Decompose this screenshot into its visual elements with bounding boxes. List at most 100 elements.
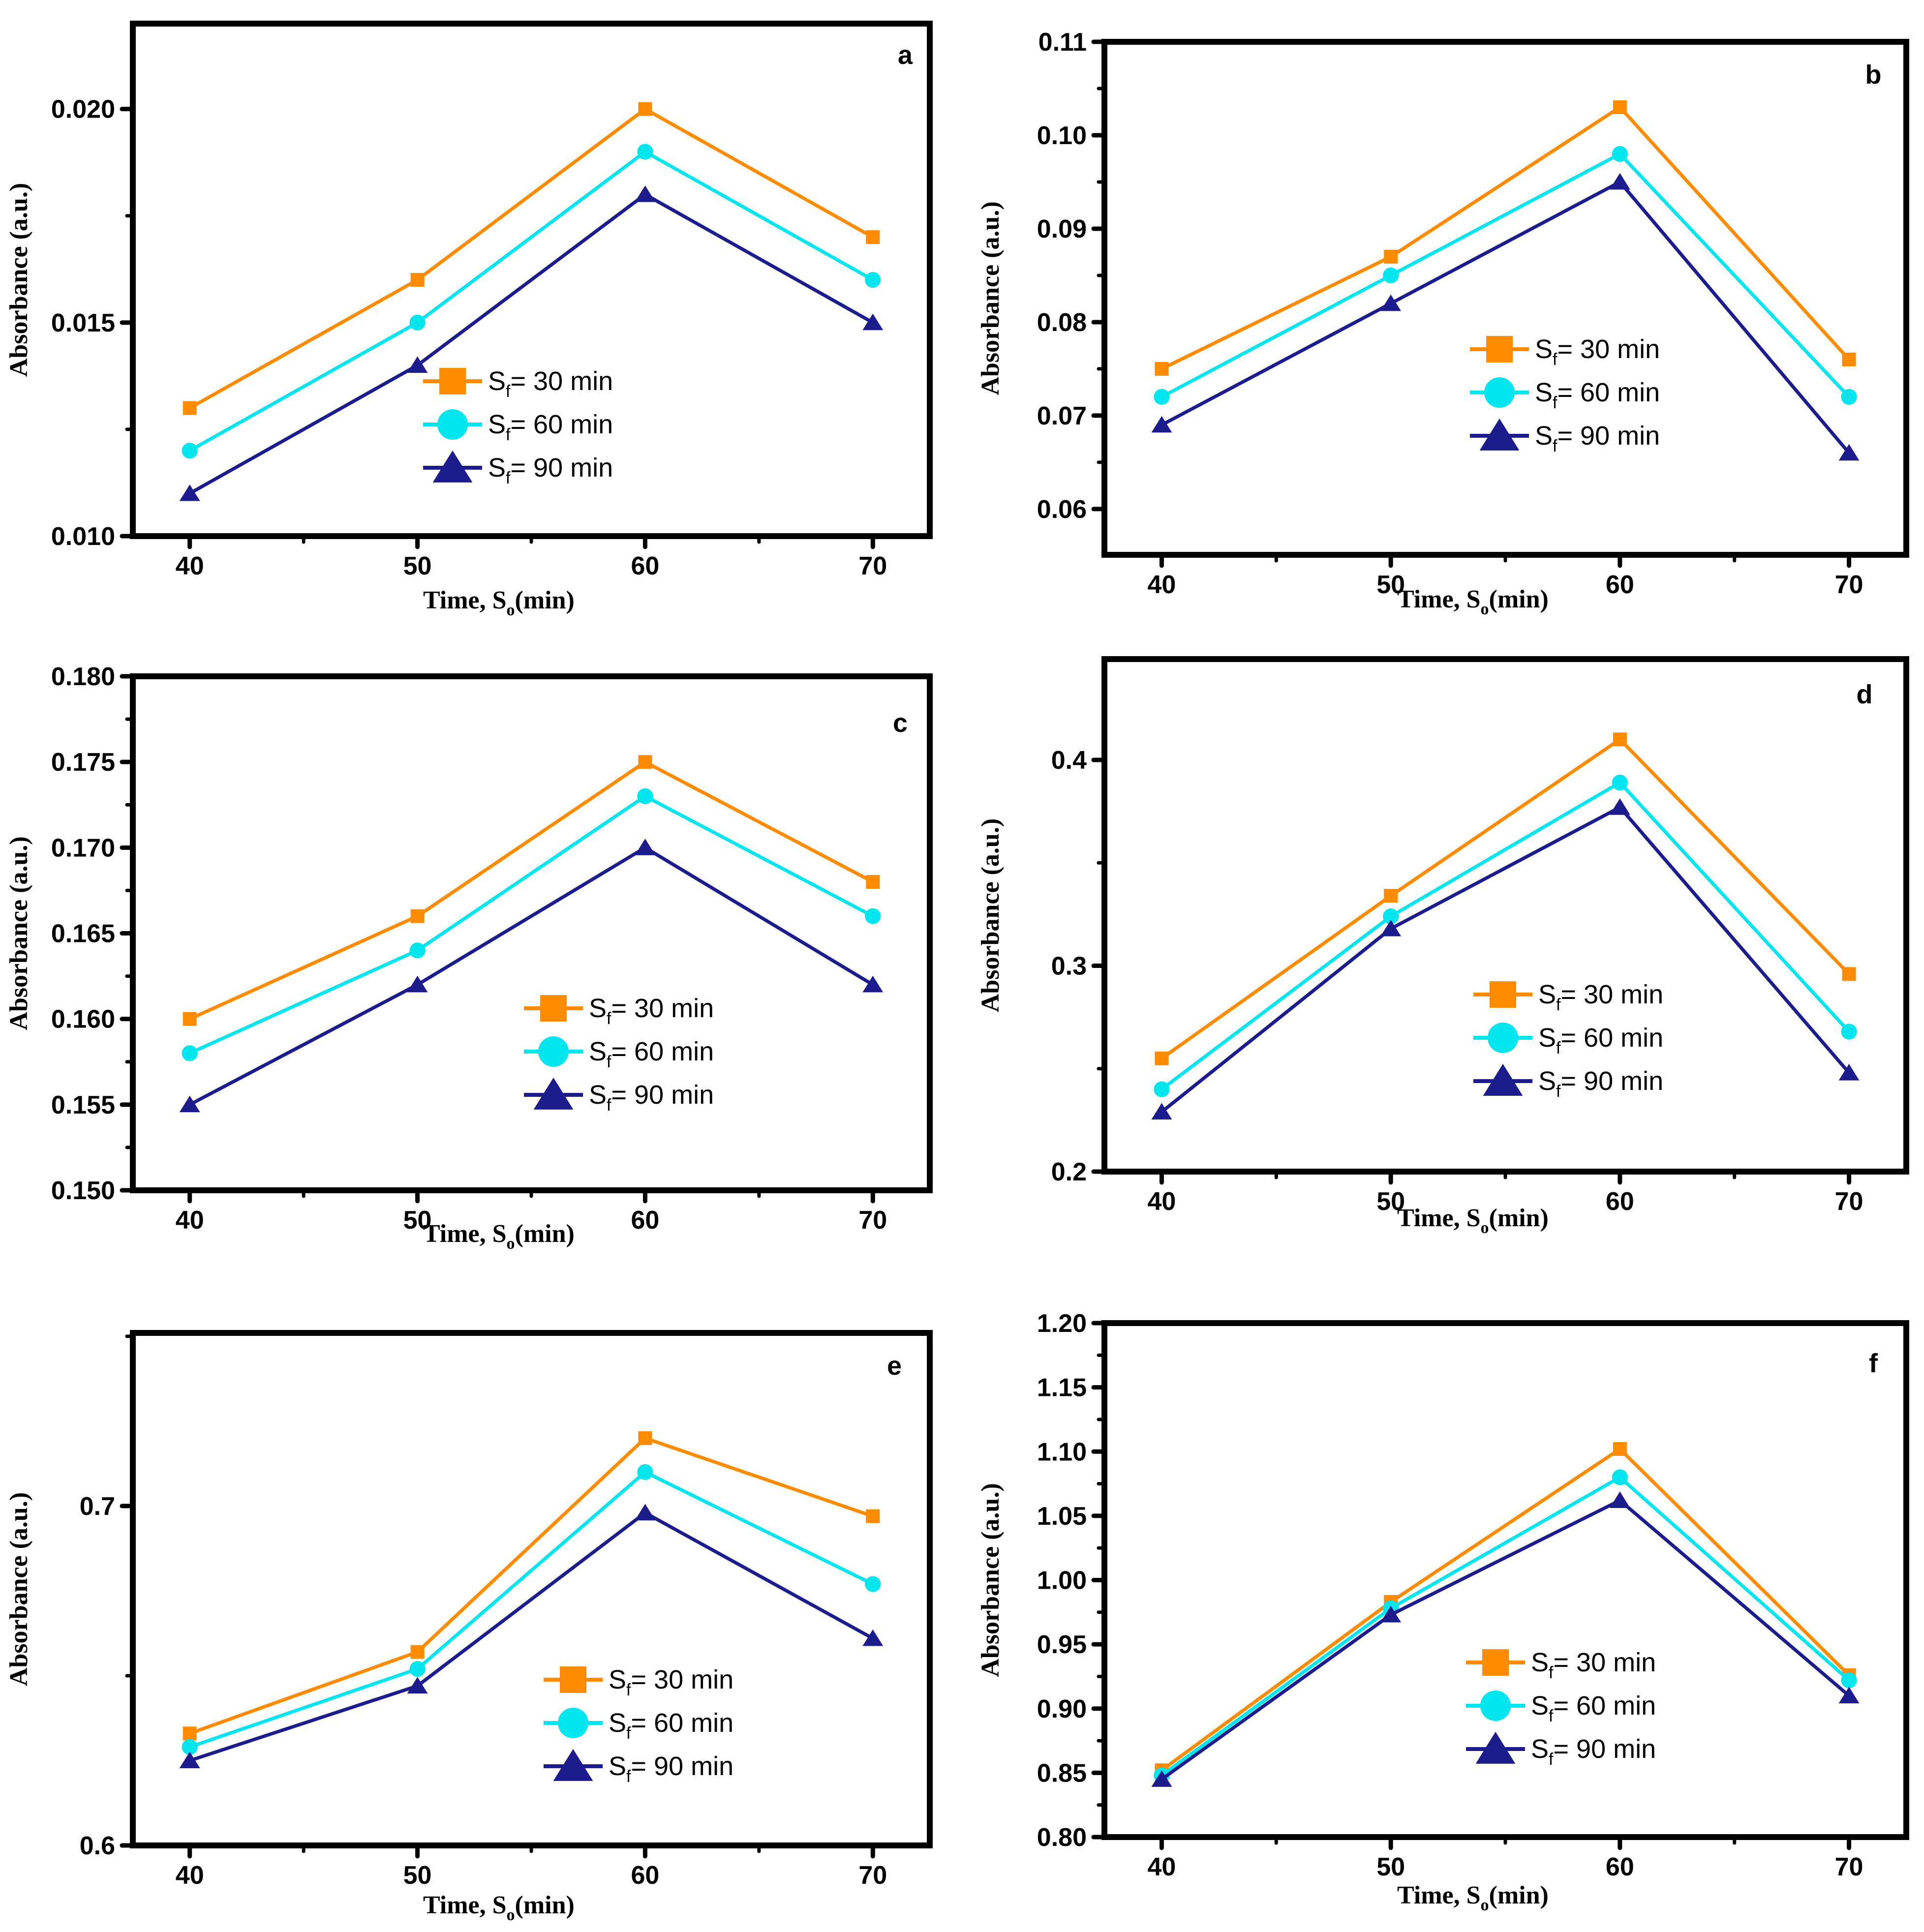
- x-axis-title-main: Time, S: [1397, 1204, 1481, 1232]
- y-tick-label: 0.6: [80, 1832, 115, 1860]
- square-marker-icon: [1482, 1649, 1509, 1676]
- data-point-triangle-marker-icon: [179, 1095, 200, 1113]
- data-point-square-marker-icon: [410, 1645, 425, 1659]
- legend-subscript: f: [506, 382, 511, 401]
- y-tick-label: 0.07: [1037, 402, 1087, 430]
- x-axis-title: Time, So(min): [423, 1220, 575, 1253]
- legend-prefix: S: [1535, 421, 1553, 451]
- plot-area-frame: [130, 673, 933, 1193]
- x-tick-label: 70: [858, 552, 887, 580]
- legend-subscript: f: [1549, 1707, 1554, 1725]
- y-tick-label: 0.165: [51, 920, 115, 948]
- x-axis-title-unit: (min): [1489, 585, 1549, 613]
- triangle-marker-icon: [553, 1749, 593, 1781]
- y-tick-label: 1.20: [1037, 1309, 1087, 1338]
- data-point-square-marker-icon: [410, 909, 425, 923]
- legend-label: Sf= 30 min: [488, 366, 613, 401]
- legend-series-name: 90 min: [634, 1080, 714, 1110]
- legend-series-name: 30 min: [1576, 1648, 1656, 1677]
- data-point-square-marker-icon: [1842, 967, 1856, 981]
- x-tick-label: 40: [1148, 571, 1176, 599]
- data-point-circle-marker-icon: [637, 144, 653, 160]
- data-point-triangle-marker-icon: [862, 975, 884, 993]
- data-point-circle-marker-icon: [1154, 1081, 1170, 1097]
- y-axis-title: Absorbance (a.u.): [5, 183, 33, 377]
- series-line-30-min: [189, 1436, 874, 1735]
- data-point-circle-marker-icon: [1154, 389, 1170, 405]
- x-tick-label: 70: [1835, 1853, 1863, 1881]
- data-point-triangle-marker-icon: [1380, 1605, 1402, 1623]
- y-tick-label: 0.09: [1037, 215, 1087, 243]
- y-tick-label: 0.2: [1051, 1158, 1087, 1186]
- data-point-circle-marker-icon: [637, 1464, 653, 1480]
- x-axis-title-unit: (min): [515, 586, 575, 614]
- triangle-marker-icon: [1479, 418, 1520, 451]
- legend-separator: =: [1557, 421, 1580, 451]
- legend-separator: =: [1557, 378, 1580, 407]
- legend-separator: =: [611, 1037, 634, 1066]
- data-point-square-marker-icon: [1384, 889, 1398, 903]
- legend-prefix: S: [1531, 1691, 1549, 1721]
- legend-separator: =: [631, 1751, 654, 1781]
- legend-label: Sf= 60 min: [1535, 378, 1660, 412]
- chart-panel-a: 40 50 60 70 0.010 0.015 0.020 Time, So(min) Abso…: [5, 21, 933, 619]
- circle-marker-icon: [1484, 377, 1515, 408]
- y-tick-label: 0.95: [1037, 1630, 1087, 1659]
- chart-panel-d: 40 50 60 70 0.2 0.3 0.4 Time, So(min) Absorbance…: [977, 656, 1909, 1237]
- data-point-square-marker-icon: [1613, 732, 1627, 747]
- legend-separator: =: [1560, 1066, 1584, 1096]
- legend-subscript: f: [1553, 350, 1558, 369]
- data-point-triangle-marker-icon: [1380, 294, 1402, 311]
- x-tick-label: 50: [1376, 571, 1405, 599]
- legend-subscript: f: [626, 1767, 631, 1786]
- data-point-triangle-marker-icon: [1151, 1770, 1172, 1787]
- data-point-square-marker-icon: [638, 755, 652, 769]
- data-point-circle-marker-icon: [865, 1576, 881, 1592]
- x-tick-label: 50: [403, 1861, 432, 1890]
- series-line-90-min: [1161, 180, 1851, 454]
- data-point-triangle-marker-icon: [1609, 1491, 1630, 1508]
- legend-series-name: 60 min: [1584, 1023, 1663, 1053]
- data-point-square-marker-icon: [1613, 100, 1627, 114]
- data-point-triangle-marker-icon: [862, 1629, 884, 1646]
- x-tick-label: 60: [631, 1206, 660, 1235]
- y-axis-title: Absorbance (a.u.): [5, 1492, 33, 1686]
- circle-marker-icon: [1487, 1022, 1519, 1054]
- square-marker-icon: [540, 995, 567, 1022]
- x-axis-title-subscript: o: [1481, 600, 1489, 618]
- legend-label: Sf= 90 min: [488, 453, 613, 487]
- legend-series-name: 30 min: [1584, 980, 1663, 1009]
- series-line-90-min: [189, 845, 874, 1106]
- y-tick-label: 0.170: [51, 834, 115, 862]
- legend-label: Sf= 60 min: [1531, 1691, 1656, 1725]
- data-point-square-marker-icon: [1384, 249, 1398, 264]
- data-point-square-marker-icon: [638, 1431, 652, 1445]
- x-axis-title-main: Time, S: [1397, 585, 1481, 613]
- data-point-triangle-marker-icon: [1380, 920, 1402, 936]
- legend-subscript: f: [607, 1009, 611, 1028]
- legend-prefix: S: [589, 1037, 607, 1066]
- x-axis-title: Time, So(min): [1397, 1881, 1549, 1914]
- y-tick-label: 0.11: [1038, 28, 1087, 57]
- data-point-triangle-marker-icon: [635, 839, 656, 855]
- x-axis-title-main: Time, S: [423, 586, 507, 614]
- legend-subscript: f: [626, 1724, 631, 1743]
- y-tick-label: 1.00: [1037, 1567, 1087, 1595]
- data-point-triangle-marker-icon: [1609, 798, 1630, 815]
- circle-marker-icon: [557, 1707, 589, 1739]
- data-point-square-marker-icon: [183, 1012, 197, 1026]
- panel-label: a: [898, 40, 913, 70]
- series-line-30-min: [1161, 105, 1851, 371]
- legend-series-name: 30 min: [634, 994, 714, 1023]
- legend-label: Sf= 60 min: [1538, 1023, 1663, 1057]
- data-point-circle-marker-icon: [1612, 1469, 1628, 1485]
- panel-label: c: [893, 708, 908, 738]
- data-point-triangle-marker-icon: [179, 484, 200, 501]
- circle-marker-icon: [538, 1036, 569, 1067]
- data-point-square-marker-icon: [183, 401, 197, 415]
- series-line-90-min: [1161, 805, 1851, 1114]
